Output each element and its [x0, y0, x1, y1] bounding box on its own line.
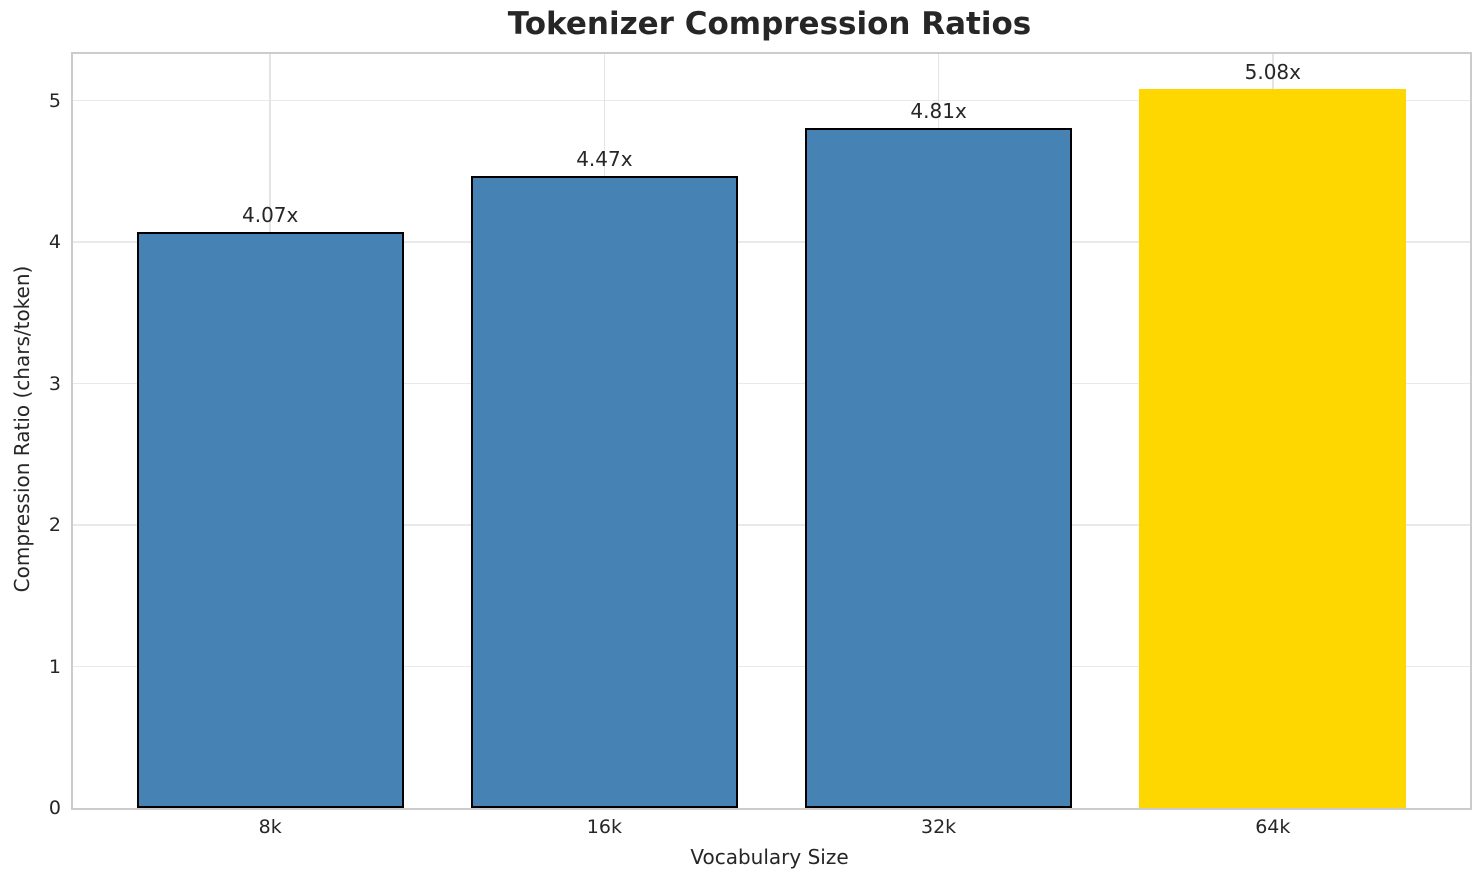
bar-value-label: 4.47x: [576, 146, 633, 171]
y-tick-label: 0: [48, 797, 61, 819]
bar-value-label: 5.08x: [1244, 60, 1301, 85]
gridline-horizontal: [73, 382, 1470, 385]
y-axis-label: Compression Ratio (chars/token): [10, 265, 34, 593]
y-tick-label: 3: [48, 372, 61, 395]
bar-64k: [1139, 89, 1407, 808]
x-tick-label: 16k: [586, 816, 622, 838]
x-tick-label: 32k: [921, 816, 957, 838]
gridline-horizontal: [73, 99, 1470, 102]
plot-area: 0 1 2 3 4 5 4.07x 8k 4.47x 16k 4.81x 32k 5.08x 64k: [49, 52, 1472, 838]
bar-value-label: 4.81x: [910, 98, 967, 123]
bar-8k: [136, 232, 404, 808]
chart-title: Tokenizer Compression Ratios: [507, 6, 1032, 42]
x-axis-label: Vocabulary Size: [690, 845, 849, 869]
gridline-horizontal: [73, 524, 1470, 526]
gridline-horizontal: [73, 665, 1470, 668]
x-tick-label: 8k: [258, 816, 282, 838]
bar-value-label: 4.07x: [241, 203, 299, 228]
y-tick-label: 4: [48, 231, 61, 254]
bar-16k: [470, 175, 739, 808]
gridline-horizontal: [73, 241, 1470, 243]
x-tick-label: 64k: [1255, 816, 1291, 838]
bar-32k: [804, 127, 1073, 808]
y-tick-label: 1: [48, 655, 61, 678]
y-tick-label: 2: [48, 514, 61, 537]
y-tick-label: 5: [48, 89, 61, 112]
